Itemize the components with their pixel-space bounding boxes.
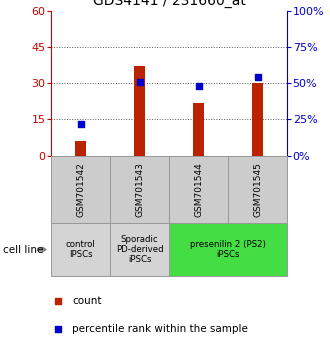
- Bar: [51, 156, 110, 223]
- Point: [78, 121, 83, 127]
- Point: [196, 83, 201, 89]
- Bar: [110, 223, 169, 276]
- Bar: [75, 141, 86, 156]
- Text: count: count: [72, 296, 102, 306]
- Bar: [193, 103, 204, 156]
- Bar: [169, 223, 287, 276]
- Point: [55, 298, 61, 304]
- Text: GSM701543: GSM701543: [135, 162, 144, 217]
- Bar: [252, 83, 263, 156]
- Bar: [134, 66, 145, 156]
- Bar: [169, 156, 228, 223]
- Text: GSM701544: GSM701544: [194, 162, 203, 217]
- Bar: [228, 156, 287, 223]
- Point: [55, 326, 61, 332]
- Text: percentile rank within the sample: percentile rank within the sample: [72, 324, 248, 334]
- Bar: [110, 156, 169, 223]
- Text: presenilin 2 (PS2)
iPSCs: presenilin 2 (PS2) iPSCs: [190, 240, 266, 259]
- Text: Sporadic
PD-derived
iPSCs: Sporadic PD-derived iPSCs: [116, 235, 163, 264]
- Text: control
IPSCs: control IPSCs: [66, 240, 95, 259]
- Point: [255, 75, 260, 80]
- Bar: [51, 223, 110, 276]
- Text: GSM701542: GSM701542: [76, 162, 85, 217]
- Point: [137, 79, 142, 85]
- Title: GDS4141 / 231660_at: GDS4141 / 231660_at: [93, 0, 246, 8]
- Text: cell line: cell line: [3, 245, 44, 255]
- Text: GSM701545: GSM701545: [253, 162, 262, 217]
